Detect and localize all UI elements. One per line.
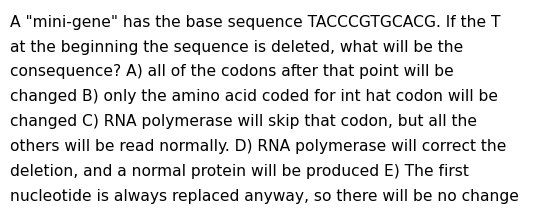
Text: at the beginning the sequence is deleted, what will be the: at the beginning the sequence is deleted… (10, 40, 463, 55)
Text: nucleotide is always replaced anyway, so there will be no change: nucleotide is always replaced anyway, so… (10, 189, 519, 204)
Text: changed C) RNA polymerase will skip that codon, but all the: changed C) RNA polymerase will skip that… (10, 114, 477, 129)
Text: consequence? A) all of the codons after that point will be: consequence? A) all of the codons after … (10, 64, 454, 79)
Text: others will be read normally. D) RNA polymerase will correct the: others will be read normally. D) RNA pol… (10, 139, 507, 154)
Text: deletion, and a normal protein will be produced E) The first: deletion, and a normal protein will be p… (10, 164, 469, 179)
Text: changed B) only the amino acid coded for int hat codon will be: changed B) only the amino acid coded for… (10, 89, 498, 104)
Text: A "mini-gene" has the base sequence TACCCGTGCACG. If the T: A "mini-gene" has the base sequence TACC… (10, 15, 501, 30)
